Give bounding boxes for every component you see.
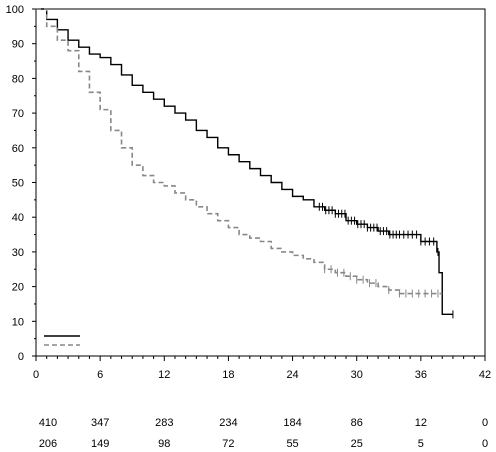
series-1-line [36,8,453,316]
plot-frame [35,8,486,357]
risk-table-cell: 149 [91,438,109,450]
chart-series [36,8,454,319]
risk-table-cell: 72 [222,438,234,450]
y-axis-ticks: 0 10 20 30 40 50 60 70 80 90 100 [6,4,36,363]
x-tick-label: 36 [415,369,427,381]
y-tick-label: 50 [12,178,24,190]
y-tick-label: 100 [6,4,24,16]
y-tick-label: 70 [12,108,24,120]
risk-table-cell: 234 [219,417,237,429]
x-tick-label: 0 [33,369,39,381]
risk-table: 410 347 283 234 184 86 12 0 206 149 98 72 55 25 5 0 [39,417,488,450]
y-tick-label: 0 [18,351,24,363]
x-tick-label: 12 [158,369,170,381]
x-tick-label: 6 [97,369,103,381]
y-tick-label: 20 [12,282,24,294]
y-tick-label: 30 [12,247,24,259]
risk-table-cell: 98 [158,438,170,450]
risk-table-cell: 12 [415,417,427,429]
risk-table-cell: 206 [39,438,57,450]
x-axis-ticks: 0 6 12 18 24 30 36 42 [33,356,491,381]
risk-table-cell: 184 [283,417,301,429]
risk-table-cell: 283 [155,417,173,429]
x-tick-label: 30 [351,369,363,381]
risk-table-cell: 86 [351,417,363,429]
risk-table-cell: 25 [351,438,363,450]
chart-legend [44,335,80,346]
y-tick-label: 60 [12,143,24,155]
risk-table-cell: 347 [91,417,109,429]
x-tick-label: 24 [286,369,298,381]
y-tick-label: 90 [12,39,24,51]
series-2-line [36,8,443,295]
chart-axes [35,8,486,357]
x-tick-label: 18 [222,369,234,381]
risk-table-cell: 410 [39,417,57,429]
y-tick-label: 10 [12,316,24,328]
risk-table-cell: 0 [482,417,488,429]
risk-table-cell: 55 [286,438,298,450]
x-tick-label: 42 [479,369,491,381]
y-tick-label: 80 [12,73,24,85]
risk-table-cell: 0 [482,438,488,450]
risk-table-cell: 5 [418,438,424,450]
y-tick-label: 40 [12,212,24,224]
